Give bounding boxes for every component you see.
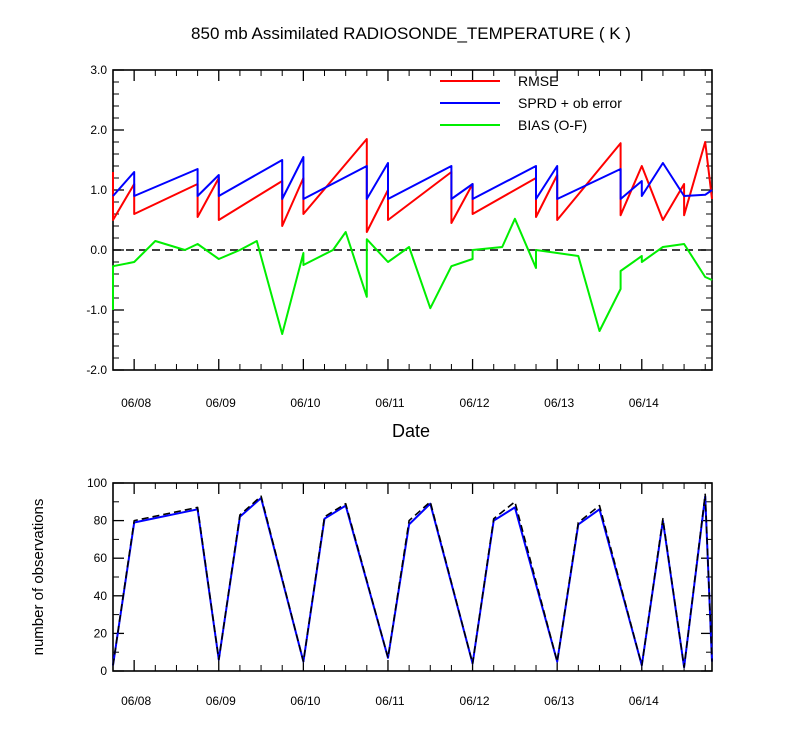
obs-x-tick-label: 06/11: [375, 694, 404, 708]
legend-label-sprd-ob-error: SPRD + ob error: [518, 95, 622, 111]
obs-plot-frame: [112, 482, 713, 672]
temp-plot-frame: [112, 69, 713, 371]
obs-series-observations-solid: [112, 495, 713, 669]
chart-title: 850 mb Assimilated RADIOSONDE_TEMPERATUR…: [191, 24, 631, 43]
obs-y-tick-label: 100: [87, 476, 107, 490]
legend-label-rmse: RMSE: [518, 73, 558, 89]
obs-x-tick-label: 06/13: [544, 694, 574, 708]
temp-series-sprd-ob-error: [112, 156, 713, 200]
temp-y-tick-label: -1.0: [86, 303, 107, 317]
obs-x-tick-label: 06/09: [206, 694, 236, 708]
temp-x-tick-label: 06/12: [460, 396, 490, 410]
temp-x-tick-label: 06/08: [121, 396, 151, 410]
temp-y-tick-label: 3.0: [90, 63, 107, 77]
obs-y-tick-label: 20: [94, 626, 108, 640]
obs-x-tick-label: 06/12: [460, 694, 490, 708]
obs-y-tick-label: 80: [94, 514, 108, 528]
temp-x-tick-label: 06/14: [629, 396, 659, 410]
obs-y-tick-label: 0: [100, 664, 107, 678]
obs-x-tick-label: 06/10: [290, 694, 320, 708]
temp-x-tick-label: 06/09: [206, 396, 236, 410]
x-axis-label: Date: [392, 421, 430, 441]
y-axis-label-observations: number of observations: [30, 499, 47, 656]
obs-series-observations-dashed: [112, 493, 713, 669]
obs-y-tick-label: 60: [94, 551, 108, 565]
temp-x-tick-label: 06/10: [290, 396, 320, 410]
obs-x-tick-label: 06/08: [121, 694, 151, 708]
temp-y-tick-label: -2.0: [86, 363, 107, 377]
temp-x-tick-label: 06/11: [375, 396, 404, 410]
temp-series-rmse: [112, 138, 713, 233]
temp-y-tick-label: 1.0: [90, 183, 107, 197]
obs-x-tick-label: 06/14: [629, 694, 659, 708]
obs-y-tick-label: 40: [94, 589, 108, 603]
temp-y-tick-label: 2.0: [90, 123, 107, 137]
temp-x-tick-label: 06/13: [544, 396, 574, 410]
legend-label-bias-o-f: BIAS (O-F): [518, 117, 587, 133]
temp-series-bias-o-f: [112, 217, 713, 335]
temp-y-tick-label: 0.0: [90, 243, 107, 257]
